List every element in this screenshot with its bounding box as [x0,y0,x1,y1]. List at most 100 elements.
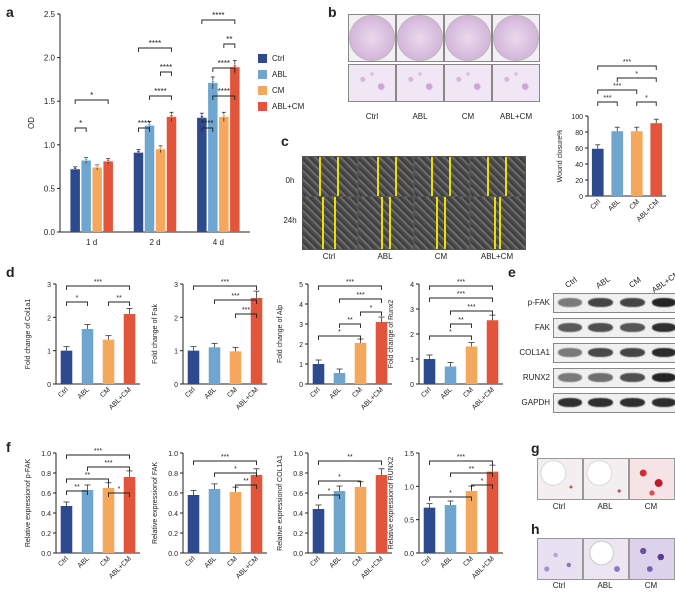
y-tick-label: 0.0 [168,551,178,558]
y-tick-label: 0 [410,382,414,389]
panel-label-f: f [6,439,11,455]
significance-label: * [118,486,121,493]
significance-bracket [108,301,130,306]
significance-label: *** [231,293,239,300]
y-tick-label: 0 [174,382,178,389]
significance-label: *** [457,291,465,298]
chart-f-col1a1: 0.0 0.2 0.4 0.6 0.8 1.0 Relative expressionof … [277,451,392,580]
y-tick-label: 0 [47,382,51,389]
b-dish-ctrl [348,14,396,62]
y-tick-label: 0.4 [293,511,303,518]
significance-bracket [212,67,236,72]
bar-ctrl [312,509,325,553]
bar-cm [229,351,242,384]
y-tick-label: 0.2 [168,531,178,538]
x-tick-label: CM [351,386,364,399]
panel-label-g: g [531,440,540,456]
data-point [233,64,237,68]
significance-bracket [339,298,382,303]
x-tick-label: ABL+CM [108,555,133,580]
y-tick-label: 0.0 [44,228,56,237]
legend-ablcm: ABL+CM [258,102,304,111]
g-label-cm: CM [644,502,658,511]
significance-bracket [429,335,472,340]
y-tick-label: 100 [571,114,583,121]
y-tick-label: 0.0 [404,551,414,558]
significance-label: ** [226,35,232,44]
y-tick-label: 1.5 [44,97,56,106]
bar-abl [333,373,346,384]
b-zoom-ctrl [348,64,396,102]
x-tick-label: ABL+CM [360,555,385,580]
c-row-0h: 0h [285,176,295,185]
e-blot-pfak [553,293,675,313]
y-axis-label: Fold change of Col1a1 [25,299,32,370]
data-point [73,166,77,170]
bar-ablcm [486,320,499,384]
e-col-abl: ABL [594,274,612,291]
x-tick-label: CM [351,555,364,568]
x-tick-label: ABL [77,555,91,569]
data-point [158,146,163,150]
c-wound-ctrl-24h [302,196,358,250]
y-tick-label: 0 [299,382,303,389]
bar-ctrl [312,364,325,384]
bar-cm [354,487,367,553]
bar-cm [630,131,643,196]
legend-label-abl: ABL [272,70,288,79]
c-wound-abl-24h [358,196,414,250]
y-tick-label: 60 [575,146,583,153]
bar-ablcm [103,161,113,232]
bar-ctrl [591,148,604,196]
c-edge [431,157,433,209]
y-tick-label: 40 [575,162,583,169]
b-dish-ctrl-well [349,15,395,61]
significance-label: ** [116,295,122,302]
y-axis-label: Relative expressionof RUNX2 [388,457,395,550]
significance-bracket [450,323,472,328]
c-edge [319,157,321,209]
significance-label: * [79,119,82,128]
legend-abl: ABL [258,70,287,79]
significance-bracket [318,285,382,290]
x-tick-label: Ctrl [590,198,603,211]
legend-label-ablcm: ABL+CM [272,102,305,111]
bar-ctrl [133,152,144,232]
h-label-abl: ABL [597,581,613,590]
c-edge [395,157,397,209]
significance-label: * [76,295,79,302]
h-image-cm [629,538,675,580]
bar-cm [102,339,115,384]
b-dish-ablcm [492,14,540,62]
g-image-abl [583,458,629,500]
x-tick-label: 4 d [213,238,224,247]
significance-bracket [214,472,257,477]
chart-f-pfak: 0.0 0.2 0.4 0.6 0.8 1.0 Relative expressionof … [25,448,140,580]
data-point [200,115,204,119]
y-tick-label: 3 [47,282,51,289]
c-label-abl: ABL [377,252,393,261]
y-tick-label: 0.2 [41,531,51,538]
bar-ablcm [486,471,499,553]
significance-label: ** [469,466,475,473]
x-tick-label: Ctrl [309,386,322,399]
b-label-ctrl: Ctrl [365,112,379,121]
significance-label: *** [613,83,621,90]
bar-cm [465,346,478,384]
significance-bracket [214,299,257,304]
panel-label-d: d [6,264,15,280]
bar-ablcm [166,116,177,232]
y-tick-label: 2 [299,342,303,349]
g-label-ctrl: Ctrl [552,502,566,511]
c-edge [444,197,446,249]
significance-label: **** [212,11,224,20]
significance-label: *** [104,460,112,467]
significance-label: * [635,71,638,78]
significance-label: **** [201,119,213,128]
significance-label: * [338,474,341,481]
legend-swatch-cm [258,86,267,95]
significance-label: **** [154,87,166,96]
significance-bracket [450,310,493,315]
bar-ablcm [123,477,136,553]
